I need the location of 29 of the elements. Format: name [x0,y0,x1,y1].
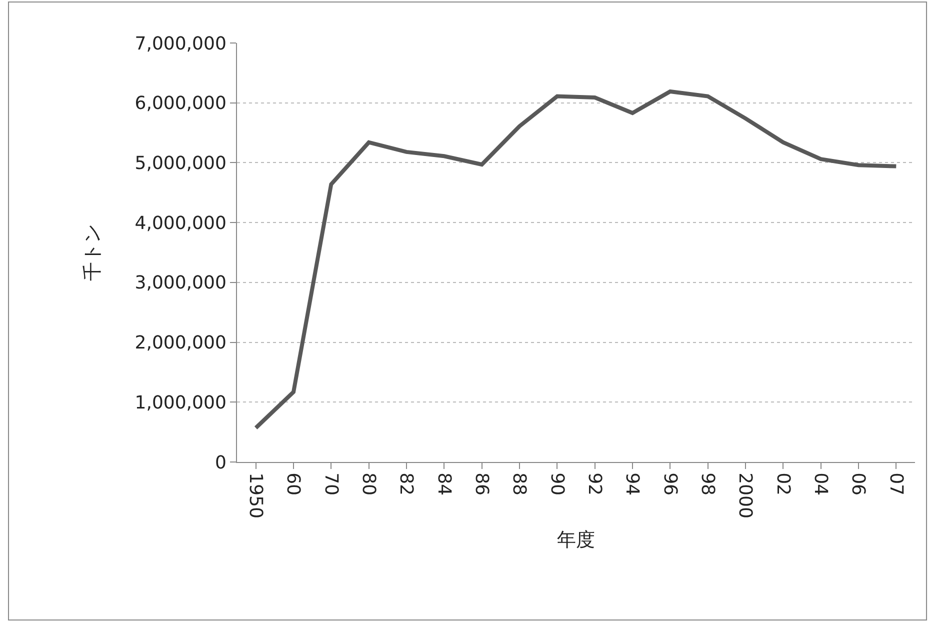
x-tick-label: 90 [546,472,568,496]
x-tick-label: 02 [772,472,794,496]
x-tick-label: 94 [622,472,643,496]
y-tick-label: 2,000,000 [134,332,226,354]
x-tick-label: 98 [696,472,718,496]
x-tick-label: 60 [282,472,304,496]
x-tick-label: 80 [358,472,379,496]
x-tick-label: 96 [659,472,680,496]
x-tick-label: 07 [885,472,906,496]
y-tick-label: 4,000,000 [134,212,226,234]
x-tick-label: 1950 [244,472,266,518]
x-tick-label: 84 [433,472,454,496]
x-tick-label: 82 [396,472,417,496]
x-tick-label: 04 [810,472,831,496]
x-tick-label: 2000 [734,472,756,518]
y-tick-label: 3,000,000 [134,272,226,294]
x-tick-label: 88 [508,472,530,496]
y-tick-label: 0 [214,452,226,474]
x-tick-label: 86 [470,472,492,496]
x-tick-label: 70 [320,472,342,496]
x-tick-label: 06 [848,472,869,496]
y-tick-label: 5,000,000 [134,153,226,174]
y-tick-label: 6,000,000 [134,93,226,114]
line-series [254,89,898,430]
y-tick-label: 7,000,000 [134,33,226,54]
y-axis-title: 千トン [82,224,104,281]
x-axis-title: 年度 [557,529,595,552]
x-tick-label: 92 [584,472,605,496]
y-tick-label: 1,000,000 [134,392,226,414]
